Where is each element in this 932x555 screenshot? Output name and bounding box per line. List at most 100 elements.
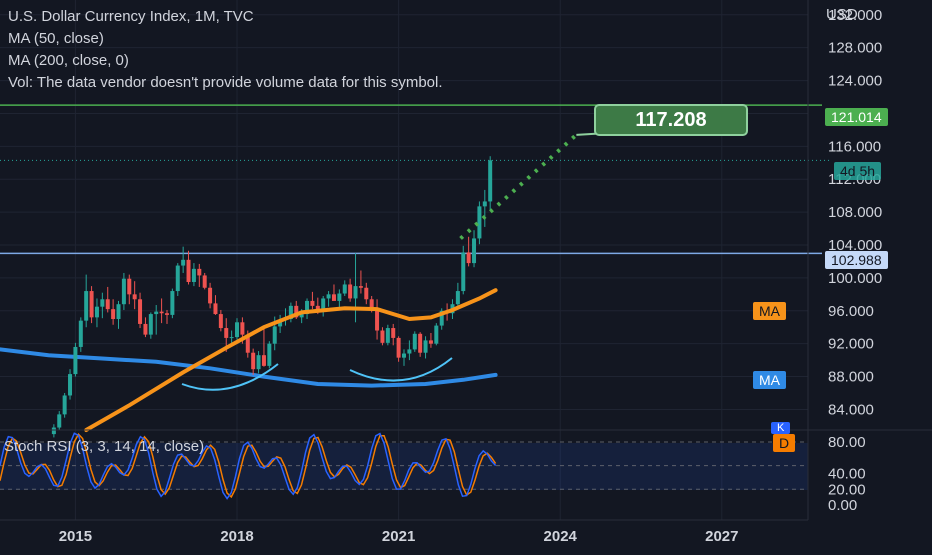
candle-body <box>251 352 256 370</box>
price-tick-label: 92.000 <box>828 336 874 353</box>
candle-body <box>353 286 358 299</box>
candle-body <box>159 311 164 314</box>
candle-body <box>138 299 143 324</box>
candle-body <box>294 305 299 318</box>
price-tick-label: 124.000 <box>828 73 882 90</box>
ma200-axis-badge: MA <box>753 371 786 389</box>
candle-body <box>84 291 89 321</box>
support-arc-left <box>181 363 279 391</box>
candle-body <box>208 287 213 304</box>
candle-body <box>261 355 266 366</box>
price-tick-label: 96.000 <box>828 303 874 320</box>
candle-body <box>170 291 175 315</box>
time-tick-label: 2015 <box>59 528 92 545</box>
candle-body <box>197 268 202 276</box>
rsi-tick-label: 40.00 <box>828 466 866 483</box>
candle-body <box>472 238 477 264</box>
time-tick-label: 2018 <box>220 528 253 545</box>
countdown-badge: 4d 5h <box>834 162 882 180</box>
rsi-d-badge: D <box>773 434 796 452</box>
candle-body <box>121 278 126 305</box>
candle-body <box>455 291 460 305</box>
price-tick-label: 88.000 <box>828 369 874 386</box>
candle-body <box>407 349 412 354</box>
price-tick-label: 108.000 <box>828 204 882 221</box>
candle-body <box>358 286 363 288</box>
chart-legend: U.S. Dollar Currency Index, 1M, TVC MA (… <box>8 6 443 94</box>
price-tick-label: 84.000 <box>828 401 874 418</box>
candle-body <box>143 323 148 335</box>
candle-body <box>278 319 283 327</box>
rsi-tick-label: 20.00 <box>828 481 866 498</box>
rsi-tick-label: 80.00 <box>828 434 866 451</box>
ma200-legend[interactable]: MA (200, close, 0) <box>8 52 129 69</box>
candle-body <box>369 299 374 310</box>
candle-body <box>229 337 234 339</box>
candle-body <box>380 330 385 343</box>
price-tick-label: 132.000 <box>828 7 882 24</box>
candle-body <box>175 265 180 292</box>
candle-body <box>181 259 186 266</box>
candle-body <box>116 304 121 320</box>
candle-body <box>299 314 304 318</box>
target-price-box[interactable]: 117.208 <box>594 104 748 136</box>
candle-body <box>202 275 207 288</box>
candle-body <box>57 414 62 428</box>
candle-body <box>348 284 353 299</box>
candle-body <box>272 326 277 344</box>
candle-body <box>100 299 105 307</box>
candle-body <box>94 306 99 318</box>
candle-body <box>256 355 261 370</box>
candle-body <box>402 353 406 358</box>
time-tick-label: 2027 <box>705 528 738 545</box>
candle-body <box>267 343 272 366</box>
candle-body <box>428 340 433 344</box>
candle-body <box>482 201 487 207</box>
candle-body <box>331 294 336 301</box>
price-tick-label: 104.000 <box>828 237 882 254</box>
candle-body <box>375 309 380 331</box>
support-arc-right <box>349 357 453 382</box>
candle-body <box>245 334 250 353</box>
candle-body <box>186 259 191 283</box>
time-tick-label: 2021 <box>382 528 415 545</box>
candle-body <box>488 160 493 202</box>
candle-body <box>310 300 315 306</box>
candle-body <box>148 314 153 335</box>
candle-body <box>439 310 444 326</box>
candle-body <box>154 311 159 315</box>
candle-body <box>288 305 293 320</box>
candle-body <box>305 300 310 315</box>
candle-body <box>213 303 218 315</box>
candle-body <box>73 346 78 375</box>
currency-label: USD <box>826 6 858 23</box>
rsi-d-line <box>0 433 497 499</box>
rsi-legend[interactable]: Stoch RSI (3, 3, 14, 14, close) <box>4 438 205 455</box>
ma50-legend[interactable]: MA (50, close) <box>8 30 104 47</box>
chart-title: U.S. Dollar Currency Index, 1M, TVC <box>8 8 254 25</box>
rsi-tick-label: 0.00 <box>828 497 857 514</box>
candle-body <box>164 313 169 315</box>
candle-body <box>391 328 396 338</box>
candle-body <box>191 268 196 283</box>
price-tick-label: 128.000 <box>828 40 882 57</box>
candle-body <box>321 298 326 310</box>
candle-body <box>477 206 482 239</box>
time-tick-label: 2024 <box>544 528 578 545</box>
candle-body <box>127 278 132 295</box>
candle-body <box>224 328 229 338</box>
candle-body <box>466 252 471 264</box>
candle-body <box>105 299 110 310</box>
candle-body <box>434 325 439 344</box>
target-price-label: 117.208 <box>635 109 707 131</box>
price-tick-label: 100.000 <box>828 270 882 287</box>
candle-body <box>89 291 94 318</box>
candle-body <box>111 309 116 320</box>
candle-body <box>385 328 390 343</box>
volume-legend: Vol: The data vendor doesn't provide vol… <box>8 74 443 91</box>
candle-body <box>132 294 137 300</box>
candle-body <box>78 320 83 347</box>
candle-body <box>418 333 423 353</box>
